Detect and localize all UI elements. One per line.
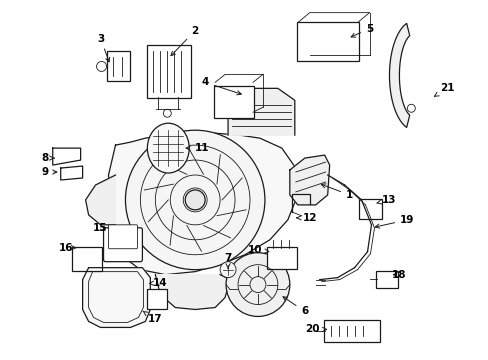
- Text: 14: 14: [149, 278, 167, 288]
- Text: 8: 8: [41, 153, 54, 163]
- FancyBboxPatch shape: [147, 289, 167, 309]
- Text: 20: 20: [305, 324, 326, 334]
- FancyBboxPatch shape: [358, 199, 382, 219]
- Text: 10: 10: [247, 245, 268, 255]
- FancyBboxPatch shape: [147, 45, 191, 98]
- Text: 3: 3: [97, 33, 109, 62]
- Text: 21: 21: [433, 84, 453, 96]
- Text: 1: 1: [321, 184, 352, 200]
- Circle shape: [220, 262, 236, 278]
- Polygon shape: [61, 166, 82, 180]
- Text: 15: 15: [93, 223, 107, 233]
- FancyBboxPatch shape: [296, 22, 358, 62]
- Text: 5: 5: [350, 24, 372, 37]
- Text: 17: 17: [142, 311, 163, 324]
- FancyBboxPatch shape: [214, 86, 253, 118]
- Circle shape: [125, 130, 264, 270]
- Text: 11: 11: [186, 143, 209, 153]
- Circle shape: [225, 253, 289, 316]
- FancyBboxPatch shape: [376, 271, 398, 288]
- Text: 16: 16: [59, 243, 76, 253]
- Text: 7: 7: [224, 253, 231, 268]
- Circle shape: [185, 190, 205, 210]
- Polygon shape: [155, 275, 229, 310]
- Text: 12: 12: [296, 213, 316, 223]
- FancyBboxPatch shape: [72, 247, 102, 271]
- Text: 2: 2: [171, 26, 199, 56]
- Text: 4: 4: [201, 77, 241, 95]
- Text: 18: 18: [391, 270, 406, 280]
- Polygon shape: [53, 148, 81, 165]
- Text: 19: 19: [374, 215, 414, 228]
- FancyBboxPatch shape: [266, 247, 296, 269]
- Ellipse shape: [147, 123, 189, 173]
- Polygon shape: [108, 133, 297, 275]
- Polygon shape: [289, 155, 329, 205]
- Polygon shape: [85, 175, 115, 225]
- FancyBboxPatch shape: [106, 51, 130, 81]
- Polygon shape: [82, 268, 150, 328]
- FancyBboxPatch shape: [103, 228, 142, 262]
- Polygon shape: [227, 88, 294, 135]
- FancyBboxPatch shape: [323, 320, 380, 342]
- Polygon shape: [389, 23, 409, 127]
- Text: 9: 9: [41, 167, 57, 177]
- FancyBboxPatch shape: [108, 225, 137, 249]
- Text: 6: 6: [283, 297, 308, 316]
- Text: 13: 13: [376, 195, 396, 205]
